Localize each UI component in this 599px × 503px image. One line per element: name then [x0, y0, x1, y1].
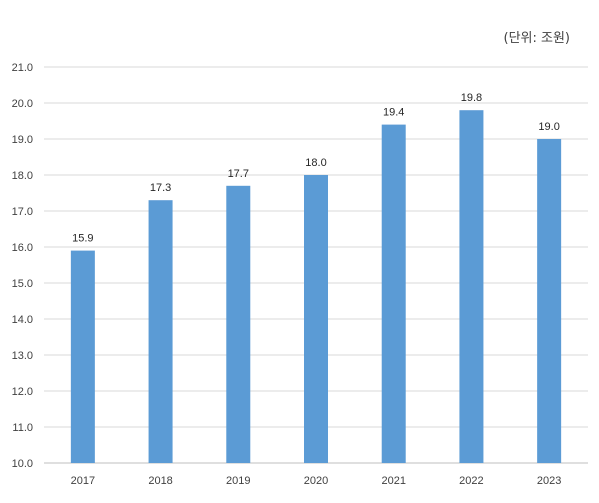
y-tick-label: 16.0 — [12, 242, 33, 254]
x-tick-label: 2018 — [148, 475, 172, 487]
y-tick-label: 11.0 — [12, 422, 33, 434]
bars — [70, 110, 562, 464]
x-tick-label: 2019 — [226, 475, 250, 487]
y-tick-label: 14.0 — [12, 314, 33, 326]
data-label: 19.0 — [538, 121, 559, 133]
y-tick-label: 15.0 — [12, 278, 33, 290]
bar — [148, 200, 173, 463]
data-label: 17.7 — [228, 168, 249, 180]
x-tick-label: 2023 — [537, 475, 561, 487]
x-tick-label: 2021 — [381, 475, 405, 487]
data-label: 15.9 — [72, 233, 93, 245]
bar — [226, 185, 251, 464]
unit-label: (단위: 조원) — [504, 31, 571, 46]
bar — [304, 175, 328, 463]
y-tick-label: 17.0 — [12, 206, 33, 218]
x-axis-tick-labels: 2017 2018 2019 2020 2021 2022 2023 — [71, 475, 562, 487]
bar — [537, 139, 562, 463]
bar — [381, 124, 406, 463]
data-label: 19.4 — [383, 107, 404, 119]
y-tick-label: 20.0 — [12, 98, 33, 110]
x-tick-label: 2017 — [71, 475, 95, 487]
y-tick-label: 13.0 — [12, 350, 33, 362]
y-tick-label: 12.0 — [12, 386, 33, 398]
y-tick-label: 21.0 — [12, 62, 33, 74]
data-labels: 15.9 17.3 17.7 18.0 19.4 19.8 19.0 — [72, 92, 560, 244]
data-label: 19.8 — [461, 92, 482, 104]
data-label: 17.3 — [150, 182, 171, 194]
y-tick-label: 18.0 — [12, 170, 33, 182]
y-axis-tick-labels: 10.0 11.0 12.0 13.0 14.0 15.0 16.0 17.0 18.0 19.0… — [12, 62, 33, 470]
x-tick-label: 2022 — [459, 475, 483, 487]
data-label: 18.0 — [305, 157, 326, 169]
bar — [70, 250, 95, 463]
y-tick-label: 19.0 — [12, 134, 33, 146]
bar — [459, 110, 484, 463]
y-tick-label: 10.0 — [12, 458, 33, 470]
x-tick-label: 2020 — [304, 475, 328, 487]
